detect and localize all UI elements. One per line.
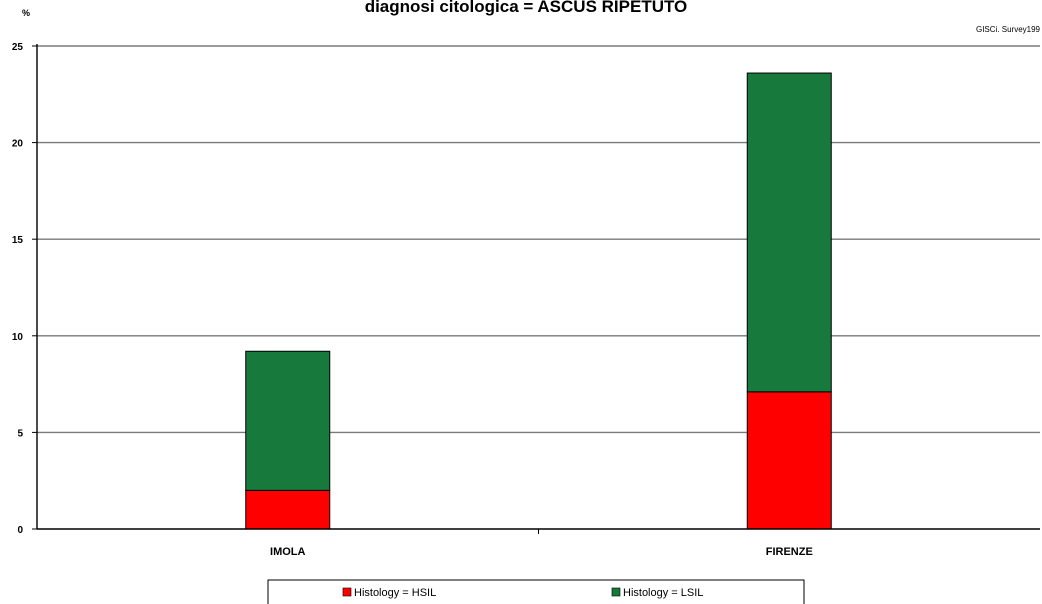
y-tick-label: 0	[17, 525, 23, 536]
chart-title: diagnosi citologica = ASCUS RIPETUTO	[365, 0, 688, 16]
y-axis-unit-label: %	[22, 8, 30, 18]
bar-segment	[746, 72, 832, 393]
x-tick-label: FIRENZE	[766, 546, 813, 558]
y-tick-labels: 0 5 10 15 20 25	[12, 42, 24, 536]
legend-box	[267, 579, 805, 604]
y-tick-label: 5	[17, 428, 23, 439]
axes	[32, 44, 1040, 534]
legend-swatch	[611, 587, 621, 597]
y-tick-label: 15	[12, 235, 24, 246]
gridlines	[37, 45, 1040, 434]
legend-swatch	[342, 587, 352, 597]
y-tick-label: 10	[12, 332, 24, 343]
bar-segment	[245, 489, 331, 530]
source-note: GISCi. Survey199	[976, 25, 1041, 34]
legend-label: Histology = LSIL	[623, 587, 703, 599]
y-tick-label: 20	[12, 139, 24, 150]
x-tick-label: IMOLA	[270, 546, 305, 558]
x-tick-labels: IMOLA FIRENZE	[270, 546, 813, 558]
y-tick-label: 25	[12, 42, 24, 53]
legend-label: Histology = HSIL	[354, 587, 436, 599]
bar-segment	[746, 391, 832, 530]
bars	[245, 72, 832, 530]
bar-segment	[245, 350, 331, 491]
legend: Histology = HSIL Histology = LSIL	[267, 579, 805, 604]
